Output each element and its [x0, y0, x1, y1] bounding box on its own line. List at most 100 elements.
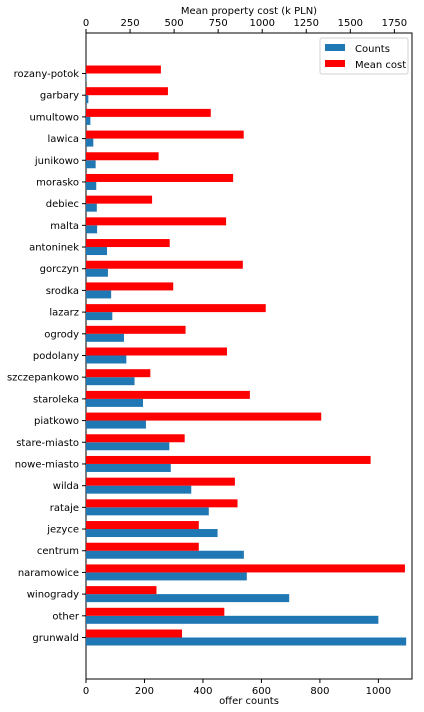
category-label-srodka: srodka	[46, 286, 79, 297]
top-tick-label-0: 0	[83, 18, 89, 29]
top-axis: 0 250 500 750 1000 1250 1500 1750	[83, 18, 407, 33]
bar-mean-cost-other	[86, 607, 225, 616]
bar-mean-cost-staroleka	[86, 390, 250, 399]
category-label-szczepankowo: szczepankowo	[7, 373, 79, 384]
top-tick-label-1250: 1250	[294, 18, 319, 29]
y-axis: rozany-potok garbary umultowo lawica junikow…	[7, 69, 86, 644]
bottom-tick-label-200: 200	[135, 686, 154, 697]
bar-mean-cost-wilda	[86, 477, 235, 486]
top-tick-label-750: 750	[209, 18, 228, 29]
bottom-axis-title: offer counts	[219, 696, 279, 707]
bar-counts-grunwald	[86, 637, 407, 646]
category-label-other: other	[52, 611, 80, 622]
category-label-ogrody: ogrody	[44, 329, 79, 340]
top-tick-label-1500: 1500	[338, 18, 363, 29]
bar-counts-lazarz	[86, 312, 113, 321]
bottom-axis: 0 200 400 600 800 1000	[83, 679, 391, 697]
bar-counts-jezyce	[86, 529, 218, 538]
bar-counts-junikowo	[86, 160, 96, 169]
bar-mean-cost-rozany-potok	[86, 65, 161, 74]
bar-counts-lawica	[86, 138, 94, 147]
bar-mean-cost-debiec	[86, 195, 153, 204]
bar-counts-garbary	[86, 95, 89, 104]
bars-layer	[86, 65, 407, 646]
category-label-winogrady: winogrady	[27, 590, 79, 601]
category-label-garbary: garbary	[40, 91, 79, 102]
bar-counts-antoninek	[86, 247, 108, 256]
bar-mean-cost-ogrody	[86, 325, 186, 334]
legend-swatch-counts	[325, 44, 345, 51]
bar-counts-naramowice	[86, 572, 247, 581]
bar-counts-rozany-potok	[86, 73, 87, 82]
bar-mean-cost-stare-miasto	[86, 434, 185, 443]
bar-counts-other	[86, 615, 379, 624]
bar-mean-cost-nowe-miasto	[86, 455, 371, 464]
bottom-tick-label-400: 400	[193, 686, 212, 697]
bar-mean-cost-morasko	[86, 173, 234, 182]
bar-mean-cost-grunwald	[86, 629, 183, 638]
bar-mean-cost-srodka	[86, 282, 174, 291]
bar-mean-cost-jezyce	[86, 521, 199, 530]
bar-counts-gorczyn	[86, 268, 108, 277]
category-label-grunwald: grunwald	[32, 633, 79, 644]
bar-counts-stare-miasto	[86, 442, 170, 451]
category-label-lazarz: lazarz	[49, 308, 79, 319]
bar-mean-cost-lazarz	[86, 304, 266, 313]
bar-counts-debiec	[86, 203, 97, 212]
bar-mean-cost-naramowice	[86, 564, 405, 573]
bar-counts-szczepankowo	[86, 377, 135, 386]
legend-swatch-mean-cost	[325, 60, 345, 67]
bar-mean-cost-centrum	[86, 542, 199, 551]
category-label-rataje: rataje	[50, 503, 79, 514]
legend: Counts Mean cost	[319, 37, 409, 75]
category-label-jezyce: jezyce	[46, 525, 79, 536]
bar-counts-umultowo	[86, 116, 91, 125]
bar-counts-srodka	[86, 290, 112, 299]
category-label-centrum: centrum	[37, 546, 79, 557]
bar-mean-cost-antoninek	[86, 239, 170, 248]
bar-mean-cost-umultowo	[86, 108, 211, 117]
bottom-tick-label-1000: 1000	[366, 686, 391, 697]
bar-mean-cost-garbary	[86, 87, 168, 96]
plot-area	[85, 32, 413, 680]
bar-counts-staroleka	[86, 398, 144, 407]
top-tick-label-250: 250	[121, 18, 140, 29]
top-axis-title: Mean property cost (k PLN)	[181, 6, 317, 17]
top-tick-label-500: 500	[165, 18, 184, 29]
category-label-stare-miasto: stare-miasto	[16, 438, 79, 449]
category-label-antoninek: antoninek	[29, 243, 79, 254]
bar-mean-cost-piatkowo	[86, 412, 322, 421]
bar-counts-nowe-miasto	[86, 463, 171, 472]
category-label-naramowice: naramowice	[18, 568, 79, 579]
category-label-debiec: debiec	[46, 199, 79, 210]
top-tick-label-1000: 1000	[249, 18, 274, 29]
category-label-rozany-potok: rozany-potok	[14, 69, 80, 80]
legend-label-mean-cost: Mean cost	[355, 60, 406, 71]
category-label-gorczyn: gorczyn	[40, 264, 79, 275]
category-label-junikowo: junikowo	[34, 156, 79, 167]
bar-mean-cost-szczepankowo	[86, 369, 151, 378]
bar-counts-ogrody	[86, 333, 125, 342]
category-label-staroleka: staroleka	[33, 394, 79, 405]
category-label-nowe-miasto: nowe-miasto	[15, 459, 79, 470]
bar-mean-cost-rataje	[86, 499, 238, 508]
bar-mean-cost-winogrady	[86, 586, 157, 595]
bar-mean-cost-podolany	[86, 347, 227, 356]
bar-counts-malta	[86, 225, 98, 234]
bar-counts-podolany	[86, 355, 127, 364]
bar-mean-cost-gorczyn	[86, 260, 243, 269]
bar-counts-piatkowo	[86, 420, 146, 429]
category-label-malta: malta	[50, 221, 79, 232]
category-label-wilda: wilda	[53, 481, 79, 492]
bottom-tick-label-800: 800	[310, 686, 329, 697]
category-label-lawica: lawica	[48, 134, 80, 145]
bar-counts-centrum	[86, 550, 244, 559]
category-label-morasko: morasko	[36, 177, 79, 188]
bar-counts-morasko	[86, 181, 97, 190]
category-label-podolany: podolany	[33, 351, 79, 362]
legend-label-counts: Counts	[355, 44, 390, 55]
bottom-tick-label-600: 600	[252, 686, 271, 697]
bottom-tick-label-0: 0	[83, 686, 89, 697]
category-label-piatkowo: piatkowo	[34, 416, 79, 427]
